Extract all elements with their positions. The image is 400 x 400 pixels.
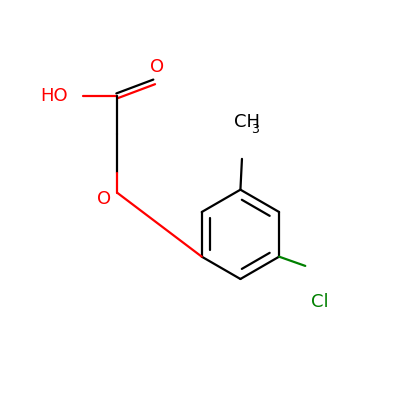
Text: CH: CH [234,113,260,131]
Text: Cl: Cl [311,293,329,311]
Text: O: O [150,58,164,76]
Text: 3: 3 [251,123,259,136]
Text: O: O [97,190,111,208]
Text: HO: HO [40,87,68,105]
